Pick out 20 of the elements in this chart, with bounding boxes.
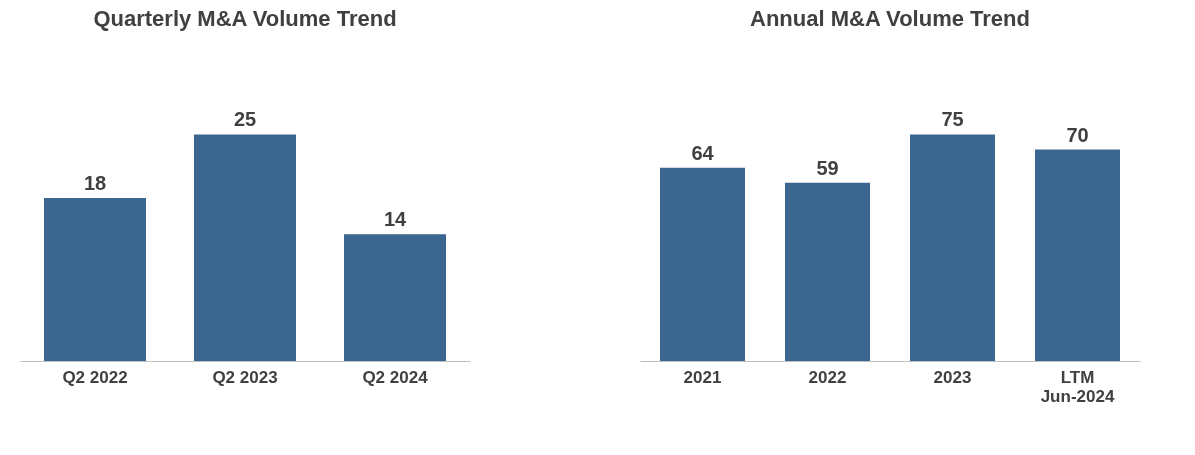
data-label: 18 — [83, 171, 107, 194]
x-tick-label: 2023 — [933, 367, 972, 387]
x-tick-label: 2022 — [808, 367, 847, 387]
data-label: 75 — [941, 108, 964, 131]
data-label: 14 — [383, 208, 407, 231]
data-label: 64 — [691, 141, 715, 164]
x-tick-label: LTM Jun-2024 — [1040, 367, 1115, 406]
bar — [785, 182, 870, 361]
bar — [1035, 149, 1120, 361]
x-tick-label: 2021 — [683, 367, 722, 387]
chart-title: Quarterly M&A Volume Trend — [93, 6, 397, 31]
chart-title: Annual M&A Volume Trend — [750, 6, 1030, 31]
data-label: 25 — [233, 108, 257, 131]
x-tick-label: Q2 2024 — [362, 367, 429, 387]
bar — [910, 134, 995, 361]
data-label: 59 — [816, 156, 839, 179]
bar — [660, 167, 745, 361]
x-tick-label: Q2 2023 — [212, 367, 278, 387]
x-tick-label: Q2 2022 — [62, 367, 128, 387]
data-label: 70 — [1066, 123, 1089, 146]
